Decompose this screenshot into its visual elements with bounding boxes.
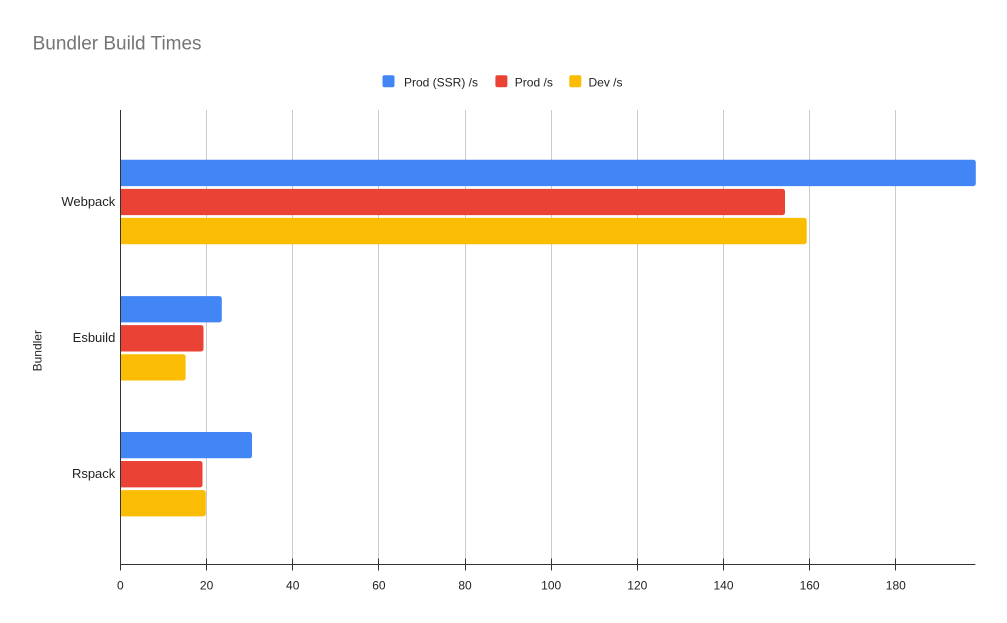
svg-text:Dev /s: Dev /s bbox=[589, 76, 623, 90]
svg-text:20: 20 bbox=[200, 579, 214, 593]
svg-text:Bundler: Bundler bbox=[31, 330, 45, 371]
svg-text:140: 140 bbox=[713, 579, 733, 593]
svg-text:60: 60 bbox=[372, 579, 386, 593]
svg-text:Rspack: Rspack bbox=[72, 466, 116, 481]
svg-text:120: 120 bbox=[627, 579, 647, 593]
svg-text:0: 0 bbox=[117, 579, 124, 593]
svg-text:Esbuild: Esbuild bbox=[73, 330, 116, 345]
svg-text:Webpack: Webpack bbox=[61, 194, 115, 209]
svg-text:100: 100 bbox=[541, 579, 561, 593]
svg-text:40: 40 bbox=[286, 579, 300, 593]
svg-text:Bundler Build Times: Bundler Build Times bbox=[33, 34, 202, 55]
svg-text:180: 180 bbox=[886, 579, 906, 593]
svg-text:Prod (SSR) /s: Prod (SSR) /s bbox=[404, 76, 478, 90]
svg-text:160: 160 bbox=[800, 579, 820, 593]
svg-text:80: 80 bbox=[458, 579, 472, 593]
svg-text:Prod /s: Prod /s bbox=[515, 76, 553, 90]
